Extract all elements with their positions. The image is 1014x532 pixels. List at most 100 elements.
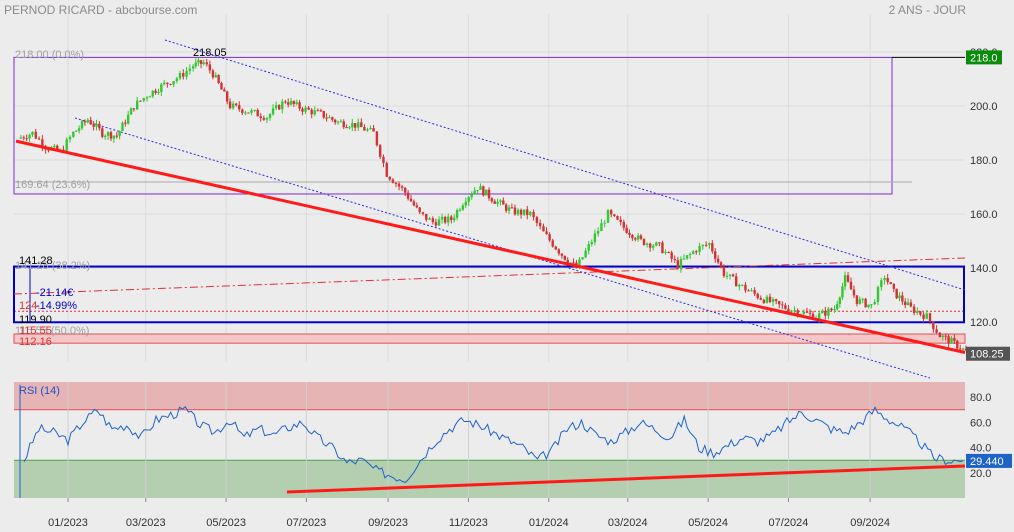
candle-body — [301, 108, 304, 112]
candle — [634, 236, 637, 242]
candle — [348, 126, 351, 130]
candle-body — [950, 338, 953, 344]
candle-body — [129, 108, 133, 115]
candle — [244, 110, 247, 116]
level-112-label: 112.16 — [19, 336, 52, 348]
candle — [956, 339, 959, 351]
candle — [142, 97, 145, 103]
candle-body — [205, 62, 208, 65]
candle — [925, 309, 928, 320]
candle — [950, 336, 953, 344]
rsi-oversold-zone — [14, 460, 965, 498]
candle-body — [188, 68, 192, 71]
candle-body — [557, 249, 561, 254]
candle-body — [487, 189, 491, 199]
candle — [490, 197, 494, 204]
candle-body — [738, 284, 741, 287]
candle — [613, 213, 616, 217]
candle — [714, 247, 717, 263]
candle — [247, 112, 250, 114]
candle-body — [262, 118, 266, 120]
candle-body — [234, 103, 238, 106]
candle-body — [587, 244, 590, 251]
candle — [292, 100, 296, 108]
candle-body — [526, 209, 529, 216]
candle-body — [115, 135, 118, 137]
price-panel: 120.0140.0160.0180.0200.0220.0218.05218.… — [13, 14, 1010, 379]
candle-body — [220, 82, 223, 90]
candle — [197, 57, 200, 67]
candle-body — [519, 209, 523, 215]
candle-body — [600, 223, 603, 232]
candle-body — [328, 117, 331, 119]
candle — [307, 105, 310, 110]
candle-body — [741, 284, 744, 286]
candle — [154, 88, 157, 95]
candle-body — [369, 128, 372, 130]
candle-body — [351, 123, 354, 128]
candle-body — [603, 222, 606, 224]
candle — [214, 72, 217, 78]
candle — [72, 131, 75, 138]
candle-body — [118, 131, 121, 137]
candle-body — [151, 90, 154, 97]
candle — [507, 204, 511, 215]
candle-body — [25, 138, 28, 140]
candle-body — [811, 313, 815, 320]
candle — [124, 119, 127, 127]
candle — [112, 135, 116, 143]
candle-body — [606, 210, 610, 223]
candle-body — [655, 242, 658, 246]
candle — [428, 216, 431, 220]
candle — [145, 96, 149, 102]
candle-body — [833, 309, 836, 311]
candle-body — [542, 226, 545, 232]
candle — [357, 118, 360, 131]
candle — [741, 284, 744, 287]
candle-body — [551, 240, 554, 247]
candle-body — [274, 105, 278, 109]
candle — [532, 209, 535, 221]
candle-body — [208, 64, 212, 71]
candle-body — [622, 222, 626, 228]
candle — [287, 98, 290, 108]
candle-body — [898, 295, 901, 299]
candle-body — [397, 183, 401, 187]
x-tick-label: 03/2023 — [126, 517, 166, 529]
candle-body — [925, 313, 928, 319]
candle-body — [609, 210, 613, 215]
candle — [944, 333, 947, 341]
candle-body — [581, 257, 584, 260]
candle-body — [470, 194, 473, 198]
candle-body — [901, 295, 904, 302]
candle-body — [613, 214, 616, 217]
candle-body — [886, 278, 889, 283]
candle — [886, 273, 889, 285]
candle-body — [217, 75, 220, 83]
candle-body — [667, 252, 670, 254]
candle-body — [28, 134, 31, 139]
candle-body — [178, 73, 182, 79]
candle-body — [953, 338, 956, 341]
candle-body — [619, 219, 622, 223]
candle — [482, 185, 485, 197]
candle-body — [691, 251, 695, 254]
candle-body — [450, 216, 453, 221]
candle — [418, 206, 421, 215]
candle — [841, 282, 844, 301]
chart-title: PERNOD RICARD - abcbourse.com — [4, 3, 198, 17]
candle — [253, 109, 256, 113]
candle — [333, 118, 337, 125]
candle-body — [53, 145, 56, 148]
candle-body — [906, 302, 910, 306]
candle-body — [858, 299, 862, 304]
candle-body — [313, 110, 316, 115]
candle — [271, 104, 275, 116]
candle-body — [964, 348, 968, 351]
candle-body — [428, 218, 431, 220]
candle-body — [403, 187, 407, 193]
candle — [256, 108, 259, 117]
candle — [182, 69, 185, 80]
candle — [268, 113, 272, 121]
candle — [443, 215, 447, 225]
